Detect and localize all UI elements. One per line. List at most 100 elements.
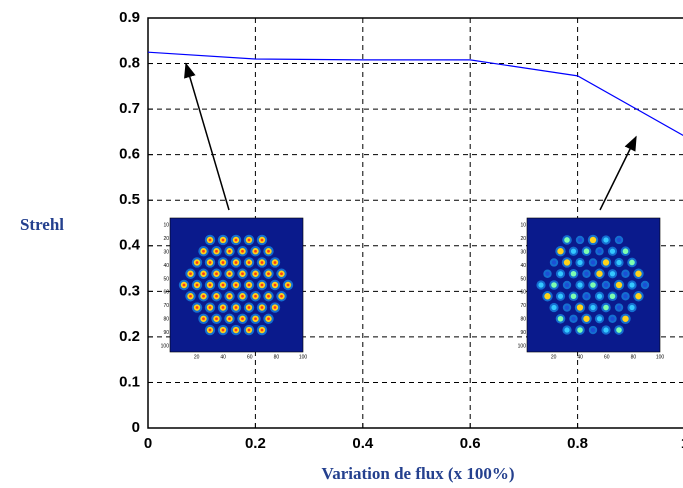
inset-image [527, 218, 660, 352]
spot-core [228, 295, 231, 298]
spot-core [202, 295, 205, 298]
y-tick-label: 0.3 [119, 282, 140, 299]
spot [571, 317, 575, 321]
spot [538, 282, 543, 287]
spot [577, 304, 583, 310]
inset-image [170, 218, 303, 352]
inset-x-tick-label: 40 [577, 354, 583, 360]
spot [616, 260, 621, 265]
x-tick-label: 0.6 [460, 435, 481, 452]
inset-y-tick-label: 40 [520, 263, 526, 269]
spot-core [228, 317, 231, 320]
spot [584, 272, 588, 276]
spot-core [222, 261, 225, 264]
spot-core [209, 284, 212, 287]
spot [564, 327, 569, 332]
spot [590, 237, 596, 243]
spot-core [267, 295, 270, 298]
spot [635, 271, 641, 277]
y-tick-label: 0.4 [119, 237, 141, 254]
inset-x-tick-label: 100 [299, 354, 308, 360]
inset-y-tick-label: 100 [161, 343, 170, 349]
spot-core [241, 317, 244, 320]
spot [623, 272, 627, 276]
spot [610, 271, 615, 276]
spot-core [228, 250, 231, 253]
spot-core [202, 272, 205, 275]
spot-core [267, 250, 270, 253]
spot [596, 271, 602, 277]
inset-y-tick-label: 30 [520, 250, 526, 256]
x-tick-label: 0 [144, 435, 152, 452]
x-tick-label: 0.4 [352, 435, 374, 452]
arrow [186, 64, 229, 210]
chart: Strehl Variation de flux (x 100%) 00.10.… [0, 0, 683, 488]
spot-core [280, 272, 283, 275]
spot-core [222, 329, 225, 332]
spot-core [215, 317, 218, 320]
spot [590, 282, 596, 288]
spot-core [261, 329, 264, 332]
spot [617, 305, 621, 309]
inset-x-tick-label: 60 [604, 354, 610, 360]
spot [571, 271, 577, 277]
spot [622, 316, 628, 322]
line-series [148, 52, 683, 136]
spot-core [215, 250, 218, 253]
inset-y-tick-label: 40 [163, 263, 169, 269]
spot [545, 272, 549, 276]
spot [643, 283, 647, 287]
spot-core [248, 239, 251, 242]
inset-y-tick-label: 50 [520, 276, 526, 282]
inset-y-tick-label: 80 [163, 317, 169, 323]
x-tick-label: 0.2 [245, 435, 266, 452]
page: {"chart_data": {"type": "line", "xlabel"… [0, 0, 683, 488]
inset-y-tick-label: 60 [163, 290, 169, 296]
spot-core [267, 272, 270, 275]
spot [584, 248, 590, 254]
spot-core [222, 306, 225, 309]
x-tick-label: 0.8 [567, 435, 588, 452]
spot [597, 316, 602, 321]
spot-core [235, 306, 238, 309]
spot [564, 259, 570, 265]
spot [635, 293, 641, 299]
spot-core [274, 284, 277, 287]
inset-y-tick-label: 10 [163, 223, 169, 229]
spot-core [235, 239, 238, 242]
spot [551, 305, 556, 310]
spot-core [196, 284, 199, 287]
inset-y-tick-label: 30 [163, 250, 169, 256]
inset-x-tick-label: 20 [551, 354, 557, 360]
spot [544, 293, 550, 299]
arrow [600, 137, 636, 210]
spot-core [209, 261, 212, 264]
spot [617, 238, 621, 242]
inset-y-tick-label: 100 [518, 343, 527, 349]
spot [584, 294, 588, 298]
spot [577, 260, 582, 265]
inset-y-tick-label: 10 [520, 223, 526, 229]
spot [610, 249, 615, 254]
spot-core [261, 306, 264, 309]
spot [558, 294, 563, 299]
spot-core [241, 272, 244, 275]
spot-core [235, 261, 238, 264]
spot-core [235, 329, 238, 332]
inset-x-tick-label: 100 [656, 354, 665, 360]
spot-core [209, 329, 212, 332]
spot [629, 260, 635, 266]
inset-y-tick-label: 90 [163, 330, 169, 336]
spot-core [261, 239, 264, 242]
spot [610, 317, 614, 321]
inset-y-tick-label: 50 [163, 276, 169, 282]
spot-core [248, 329, 251, 332]
spot [557, 248, 563, 254]
spot-core [254, 272, 257, 275]
spot [603, 259, 609, 265]
spot [565, 305, 569, 309]
spot [551, 282, 557, 288]
spot [565, 283, 569, 287]
spot-core [248, 284, 251, 287]
inset-x-tick-label: 80 [274, 354, 280, 360]
